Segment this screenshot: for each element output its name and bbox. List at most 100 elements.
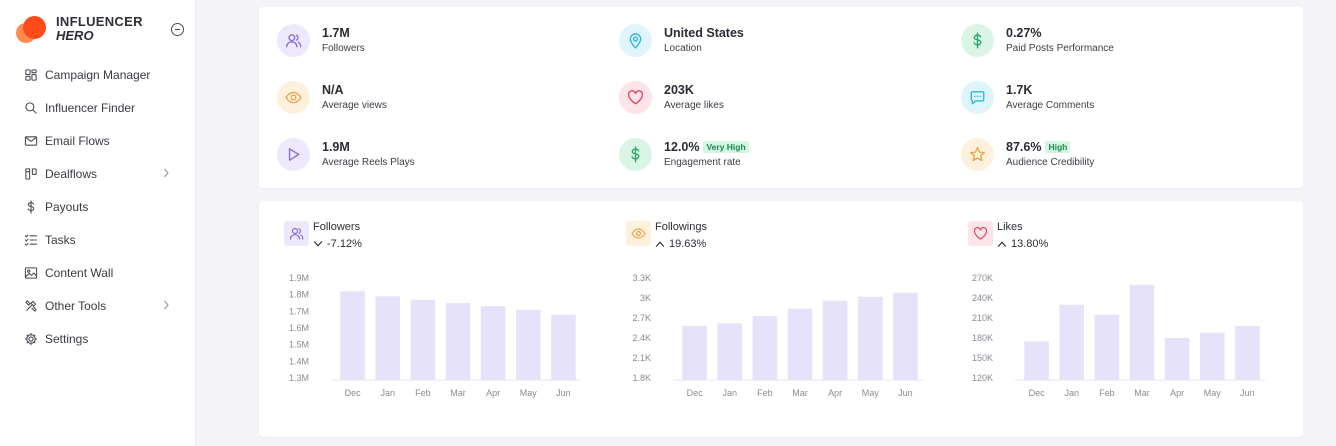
- sidebar-item-content-wall[interactable]: Content Wall: [0, 256, 196, 289]
- bar[interactable]: [551, 314, 576, 380]
- bar[interactable]: [787, 308, 813, 380]
- image-icon: [24, 266, 38, 280]
- chart-title: Likes: [997, 221, 1023, 233]
- x-tick-label: Mar: [792, 388, 808, 398]
- sidebar-item-influencer-finder[interactable]: Influencer Finder: [0, 91, 196, 124]
- bar[interactable]: [822, 300, 848, 380]
- bar[interactable]: [1129, 284, 1155, 380]
- stat-average-views: N/A Average views: [277, 81, 387, 114]
- y-tick-label: 1.7M: [289, 306, 309, 316]
- collapse-sidebar-button[interactable]: [171, 23, 184, 36]
- bar[interactable]: [752, 316, 778, 380]
- y-tick-label: 180K: [972, 333, 993, 343]
- x-tick-label: Apr: [1170, 388, 1184, 398]
- charts-card: Followers -7.12% 1.3M 1.4M 1.5M 1.6M 1.7M 1.8M 1…: [259, 201, 1303, 437]
- x-tick-label: Jan: [1064, 388, 1079, 398]
- bar[interactable]: [682, 326, 707, 380]
- bar[interactable]: [858, 296, 883, 380]
- y-tick-label: 1.5M: [289, 340, 309, 350]
- sidebar-item-label: Influencer Finder: [45, 100, 136, 115]
- sidebar-item-email-flows[interactable]: Email Flows: [0, 124, 196, 157]
- checklist-icon: [24, 233, 38, 247]
- x-tick-label: Apr: [828, 388, 842, 398]
- stat-label: Location: [664, 43, 702, 54]
- x-tick-label: Mar: [1134, 388, 1150, 398]
- y-tick-label: 2.4K: [632, 333, 651, 343]
- x-tick-label: May: [520, 388, 538, 398]
- x-tick-label: Jan: [380, 388, 395, 398]
- sidebar-item-tasks[interactable]: Tasks: [0, 223, 196, 256]
- bar[interactable]: [1094, 314, 1120, 380]
- sidebar-item-payouts[interactable]: Payouts: [0, 190, 196, 223]
- chart-likes: Likes 13.80% 120K 150K 180K 210K 240K 270K Dec Ja…: [943, 201, 1273, 437]
- y-tick-label: 240K: [972, 293, 993, 303]
- stat-label: Average views: [322, 100, 387, 111]
- status-badge: High: [1045, 141, 1071, 153]
- stats-card: 1.7M Followers United States Location 0.27% P…: [259, 7, 1303, 188]
- bar[interactable]: [480, 306, 506, 380]
- sidebar-item-dealflows[interactable]: Dealflows: [0, 157, 196, 190]
- users-icon: [277, 24, 310, 57]
- bar[interactable]: [445, 303, 471, 380]
- bar[interactable]: [1024, 341, 1049, 380]
- bar[interactable]: [1200, 332, 1225, 380]
- x-tick-label: Mar: [450, 388, 466, 398]
- stat-value: 1.9M: [322, 140, 350, 154]
- bar[interactable]: [1059, 304, 1084, 380]
- chevron-up-icon: [655, 241, 665, 247]
- star-icon: [961, 138, 994, 171]
- bar[interactable]: [410, 299, 436, 380]
- eye-icon: [626, 221, 651, 246]
- sidebar-item-campaign-manager[interactable]: Campaign Manager: [0, 58, 196, 91]
- sidebar-item-other-tools[interactable]: Other Tools: [0, 289, 196, 322]
- x-tick-label: Dec: [1029, 388, 1046, 398]
- bar-chart-followers: 1.3M 1.4M 1.5M 1.6M 1.7M 1.8M 1.9M Dec Jan Feb Mar…: [289, 273, 581, 398]
- dollar-icon: [961, 24, 994, 57]
- y-tick-label: 1.3M: [289, 373, 309, 383]
- sidebar-item-label: Other Tools: [45, 298, 107, 313]
- stat-value: 203K: [664, 83, 694, 97]
- bar[interactable]: [375, 296, 400, 380]
- chart-change-value: 19.63%: [669, 238, 707, 250]
- bar[interactable]: [1235, 326, 1260, 380]
- bar[interactable]: [893, 292, 918, 380]
- bar[interactable]: [340, 291, 365, 380]
- eye-icon: [277, 81, 310, 114]
- stat-value: 0.27%: [1006, 26, 1042, 40]
- dollar-icon: [619, 138, 652, 171]
- stat-average-likes: 203K Average likes: [619, 81, 724, 114]
- chart-followers: Followers -7.12% 1.3M 1.4M 1.5M 1.6M 1.7M 1.8M 1…: [259, 201, 589, 437]
- x-tick-label: Dec: [345, 388, 362, 398]
- heart-icon: [619, 81, 652, 114]
- stat-label: Average Comments: [1006, 100, 1095, 111]
- bar[interactable]: [516, 309, 541, 380]
- brand-logo[interactable]: INFLUENCER HERO: [16, 14, 143, 44]
- sidebar-item-label: Payouts: [45, 199, 89, 214]
- minus-icon: [175, 28, 180, 31]
- bar[interactable]: [1164, 338, 1190, 380]
- stat-label: Engagement rate: [664, 157, 741, 168]
- x-tick-label: Jun: [556, 388, 571, 398]
- stat-label: Average likes: [664, 100, 724, 111]
- sidebar-item-label: Email Flows: [45, 133, 110, 148]
- play-icon: [277, 138, 310, 171]
- heart-icon: [968, 221, 993, 246]
- stat-label: Followers: [322, 43, 365, 54]
- stat-label: Audience Credibility: [1006, 157, 1095, 168]
- sidebar-item-label: Dealflows: [45, 166, 98, 181]
- tools-icon: [24, 299, 38, 313]
- brand-sub: HERO: [56, 28, 94, 43]
- sidebar-nav: Campaign Manager Influencer Finder Email F…: [0, 58, 196, 355]
- sidebar-item-label: Tasks: [45, 232, 76, 247]
- users-icon: [284, 221, 309, 246]
- x-tick-label: Dec: [687, 388, 704, 398]
- x-tick-label: May: [862, 388, 880, 398]
- y-tick-label: 2.7K: [632, 313, 651, 323]
- stat-location: United States Location: [619, 24, 744, 57]
- stat-audience-credibility: 87.6% High Audience Credibility: [961, 138, 1094, 171]
- search-icon: [24, 101, 38, 115]
- bar[interactable]: [717, 323, 742, 380]
- chart-title: Followings: [655, 221, 707, 233]
- y-tick-label: 270K: [972, 273, 993, 283]
- sidebar-item-settings[interactable]: Settings: [0, 322, 196, 355]
